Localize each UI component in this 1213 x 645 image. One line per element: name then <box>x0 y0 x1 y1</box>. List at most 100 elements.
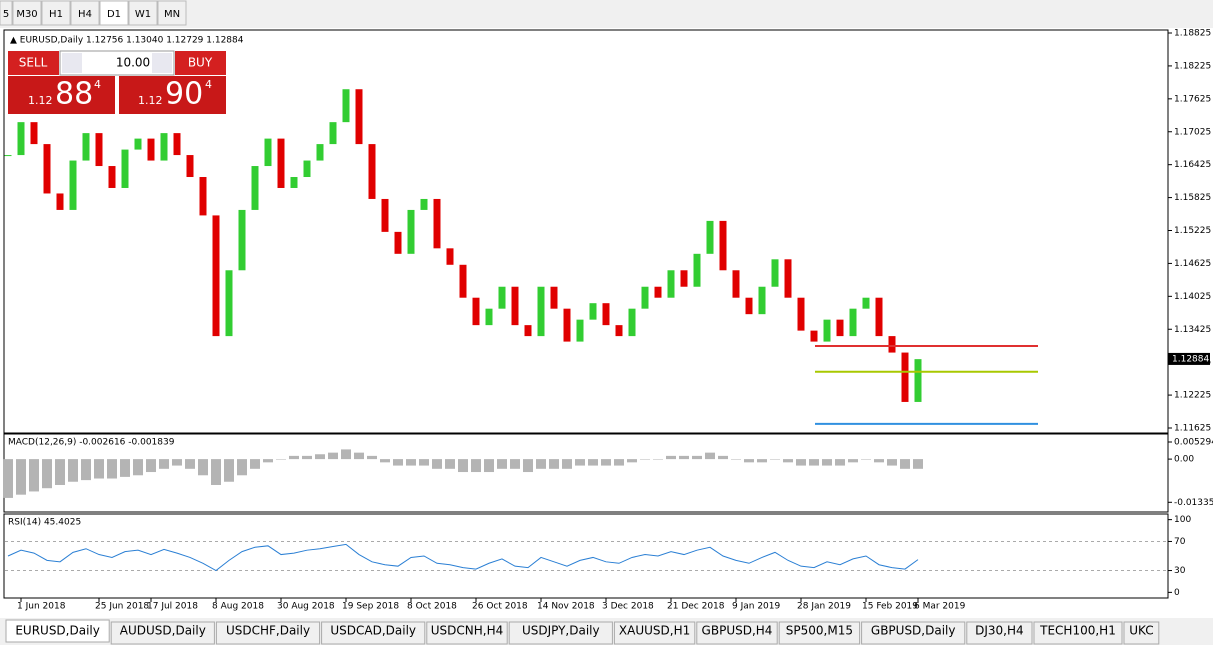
macd-bar <box>81 459 91 481</box>
macd-bar <box>419 459 429 466</box>
macd-bar <box>861 459 871 460</box>
macd-bar <box>809 459 819 466</box>
x-tick-label: 28 Jan 2019 <box>797 602 851 612</box>
timeframe-button[interactable] <box>157 0 187 26</box>
candle <box>433 198 441 249</box>
y-tick-label: 0 <box>1174 588 1180 598</box>
candle <box>680 270 688 287</box>
x-tick-label: 8 Oct 2018 <box>407 602 457 612</box>
y-tick-label: 1.13425 <box>1174 325 1211 335</box>
chart-tab[interactable] <box>215 621 321 645</box>
candle <box>836 319 844 337</box>
x-tick-label: 3 Dec 2018 <box>602 602 654 612</box>
chart-tab[interactable] <box>508 621 613 645</box>
chart-tab-label: USDCNH,H4 <box>431 624 504 638</box>
y-tick-label: 30 <box>1174 566 1186 576</box>
chart-tab[interactable] <box>1033 621 1123 645</box>
chart-tab[interactable] <box>5 619 110 643</box>
macd-bar <box>562 459 572 469</box>
candle <box>394 231 402 254</box>
buy-price[interactable] <box>119 76 226 114</box>
timeframe-label: H1 <box>49 9 63 20</box>
y-tick-label: 1.17625 <box>1174 94 1211 104</box>
macd-bar <box>679 455 689 460</box>
chart-tab[interactable] <box>778 621 861 645</box>
candle <box>901 352 909 402</box>
timeframe-button[interactable] <box>0 0 13 26</box>
candle <box>303 160 311 178</box>
candle <box>251 166 259 210</box>
buy-button[interactable] <box>175 51 226 75</box>
candle <box>69 160 77 210</box>
candle <box>420 198 428 210</box>
chart-tab[interactable] <box>426 621 508 645</box>
current-price-box <box>1168 352 1210 365</box>
candle <box>511 286 519 326</box>
chart-tab[interactable] <box>613 621 696 645</box>
candle <box>459 264 467 298</box>
macd-bar <box>549 459 559 469</box>
macd-bar <box>692 455 702 460</box>
candle <box>56 193 64 210</box>
candle <box>654 286 662 298</box>
chart-tab[interactable] <box>966 621 1033 645</box>
sell-label: SELL <box>19 56 48 70</box>
candle <box>771 259 779 287</box>
buy-pip: 4 <box>205 78 212 91</box>
chart-tab-label: USDJPY,Daily <box>522 624 600 638</box>
macd-bar <box>237 459 247 476</box>
macd-panel <box>3 433 1169 513</box>
chart-tab[interactable] <box>696 621 778 645</box>
sell-big: 1.12 <box>28 94 53 107</box>
chart-tab-label: AUDUSD,Daily <box>120 624 206 638</box>
chart-tab[interactable] <box>861 621 966 645</box>
lots-up[interactable] <box>152 53 172 73</box>
macd-bar <box>380 459 390 463</box>
candle <box>615 325 623 337</box>
sell-button[interactable] <box>8 51 59 75</box>
macd-bar <box>302 455 312 460</box>
macd-bar <box>601 459 611 466</box>
macd-bar <box>133 459 143 476</box>
candle <box>147 138 155 161</box>
candle <box>186 155 194 178</box>
timeframe-label: M30 <box>16 9 37 20</box>
sell-price[interactable] <box>8 76 115 114</box>
chart-tab[interactable] <box>1123 621 1160 645</box>
chart-tab[interactable] <box>321 621 426 645</box>
macd-bar <box>328 452 338 460</box>
macd-bar <box>172 459 182 466</box>
macd-bar <box>211 459 221 485</box>
macd-bar <box>887 459 897 466</box>
chart-tab-label: UKC <box>1129 624 1153 638</box>
timeframe-button[interactable] <box>70 0 100 26</box>
macd-bar <box>510 459 520 469</box>
x-tick-label: 1 Jun 2018 <box>17 602 66 612</box>
x-tick-label: 30 Aug 2018 <box>277 602 335 612</box>
candle <box>121 149 129 188</box>
lots-down[interactable] <box>62 53 82 73</box>
candle <box>238 209 246 271</box>
timeframe-button[interactable] <box>99 0 129 26</box>
macd-bar <box>627 459 637 463</box>
candle <box>745 297 753 315</box>
macd-bar <box>159 459 169 469</box>
chart-tab[interactable] <box>110 621 215 645</box>
macd-bar <box>367 455 377 460</box>
macd-bar <box>731 459 741 460</box>
macd-bar <box>848 459 858 463</box>
timeframe-button[interactable] <box>12 0 42 26</box>
candle <box>160 133 168 161</box>
macd-bar <box>458 459 468 473</box>
macd-bar <box>497 459 507 469</box>
chart-header: ▲ EURUSD,Daily 1.12756 1.13040 1.12729 1… <box>10 36 244 46</box>
timeframe-button[interactable] <box>41 0 71 26</box>
timeframe-button[interactable] <box>128 0 158 26</box>
macd-bar <box>874 459 884 463</box>
timeframe-label: H4 <box>78 9 92 20</box>
x-tick-label: 25 Jun 2018 <box>95 602 149 612</box>
candle <box>498 286 506 309</box>
macd-title: MACD(12,26,9) -0.002616 -0.001839 <box>8 438 175 448</box>
macd-bar <box>3 459 13 498</box>
candle <box>667 270 675 298</box>
